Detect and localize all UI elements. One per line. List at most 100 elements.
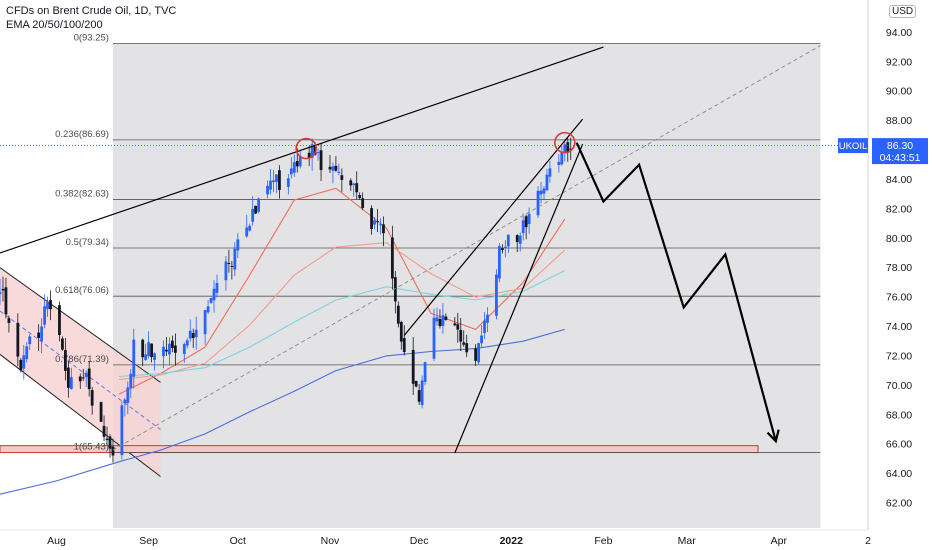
candle	[506, 234, 510, 253]
candle	[203, 309, 207, 345]
price-tick-label: 90.00	[886, 86, 912, 98]
candle	[435, 307, 439, 326]
candle	[480, 324, 483, 348]
candle-body	[257, 198, 261, 212]
candle-body	[275, 174, 278, 182]
price-value-box	[872, 138, 928, 165]
candle-body	[462, 342, 466, 345]
candle-body	[90, 390, 94, 406]
price-axis-bg	[868, 0, 932, 550]
price-tick-label: 66.00	[886, 439, 912, 451]
candle-body	[417, 390, 421, 402]
candle-body	[188, 330, 192, 339]
candle	[393, 271, 397, 314]
candle	[40, 318, 44, 354]
ema-line	[118, 187, 566, 395]
candle	[84, 370, 88, 387]
candle	[120, 401, 124, 460]
currency-badge[interactable]: USD	[889, 5, 917, 18]
candle	[132, 328, 136, 389]
candle	[441, 302, 445, 334]
candle	[191, 328, 195, 348]
candle	[43, 294, 46, 329]
candle-body	[248, 225, 252, 231]
candle	[355, 171, 359, 200]
candle-body	[108, 436, 112, 449]
indicator-label: EMA 20/50/100/200	[6, 19, 103, 31]
candle	[194, 316, 198, 350]
candle-body	[542, 188, 546, 194]
price-tick-label: 70.00	[886, 380, 912, 392]
candle	[569, 137, 573, 160]
candle	[25, 342, 29, 363]
candle	[278, 165, 281, 199]
candle-body	[25, 346, 29, 360]
candle	[4, 277, 8, 319]
candle-body	[423, 362, 427, 382]
price-tick-label: 72.00	[886, 350, 912, 362]
descending-channel-fill	[0, 267, 161, 477]
candle-body	[162, 346, 165, 357]
candle-body	[486, 314, 489, 323]
candle-body	[46, 302, 49, 310]
candle-body	[120, 405, 124, 456]
fib-level-label: 0.236(86.69)	[55, 129, 109, 140]
candle-body	[230, 265, 234, 267]
candle	[215, 274, 219, 298]
candle-body	[310, 144, 314, 158]
candle-body	[390, 237, 394, 279]
time-tick-label: Sep	[139, 535, 158, 547]
candle	[275, 173, 278, 194]
candle-body	[87, 368, 91, 390]
candle	[563, 141, 567, 162]
candle-body	[245, 227, 249, 237]
candle-body	[438, 319, 442, 327]
candle-body	[483, 320, 486, 334]
candle	[539, 181, 543, 204]
candle-body	[340, 175, 344, 180]
candle-body	[566, 142, 570, 153]
candle-body	[129, 373, 133, 389]
candle-body	[7, 318, 11, 323]
candle	[66, 360, 70, 398]
fib-level-label: 0.786(71.39)	[55, 354, 109, 365]
candle-body	[295, 160, 299, 167]
candle-body	[266, 185, 269, 195]
price-countdown: 04:43:51	[880, 152, 921, 164]
fib-level-label: 1(65.43)	[74, 442, 109, 453]
candle-body	[396, 305, 400, 324]
candle-body	[319, 150, 323, 171]
candle-body	[506, 234, 510, 247]
candle	[340, 168, 344, 192]
candle	[212, 280, 216, 313]
candles	[0, 137, 573, 463]
candle-body	[132, 339, 136, 377]
candle	[548, 160, 552, 183]
candle	[123, 397, 127, 417]
candle-body	[191, 333, 195, 339]
candle-body	[382, 224, 385, 234]
dashed-trendline	[112, 45, 821, 451]
candle-body	[185, 340, 189, 346]
candle	[417, 384, 421, 405]
candle-body	[441, 315, 445, 326]
candle-body	[527, 213, 531, 225]
candle-body	[420, 380, 424, 405]
candle-body	[126, 387, 130, 404]
candle-body	[444, 316, 448, 320]
candle-body	[254, 205, 258, 214]
candle-body	[22, 355, 26, 369]
time-tick-label: Aug	[47, 535, 66, 547]
candle-body	[272, 180, 275, 183]
candle-body	[459, 329, 463, 342]
candle-body	[141, 339, 145, 358]
candle-body	[150, 343, 154, 358]
candle-body	[84, 372, 88, 378]
candle	[206, 300, 210, 315]
candle-body	[545, 174, 549, 191]
candle	[61, 336, 64, 351]
candle-body	[269, 180, 272, 190]
candle	[310, 138, 314, 171]
